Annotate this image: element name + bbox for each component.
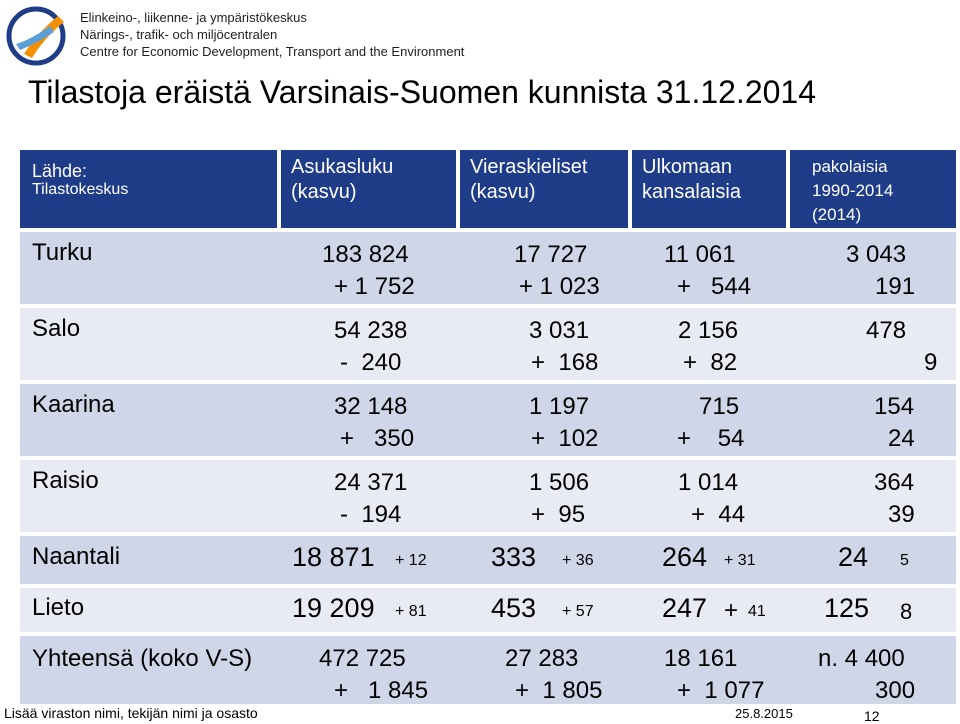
foreign-citizens-growth: + 544 (677, 273, 752, 300)
foreign-language-growth: + 95 (531, 501, 586, 528)
refugees-value: 3 043 (846, 241, 907, 268)
foreign-language-value: 1 506 (529, 469, 590, 496)
refugees-2014-value: 191 (875, 273, 916, 300)
refugees-2014-value: 8 (900, 599, 913, 624)
population-value: 54 238 (334, 317, 408, 344)
footer-author: Lisää viraston nimi, tekijän nimi ja osa… (4, 705, 258, 721)
foreign-citizens-plus: + (724, 597, 739, 624)
foreign-language-value: 333 (491, 542, 537, 572)
population-growth: + 1 845 (334, 677, 429, 704)
foreign-language-growth: + 1 805 (515, 677, 603, 704)
col-foreign-citizens-line2: kansalaisia (642, 181, 741, 203)
row-label-total: Yhteensä (koko V-S) (32, 645, 253, 672)
population-growth: + 12 (395, 552, 427, 569)
col-refugees-line2: 1990-2014 (812, 181, 894, 200)
foreign-citizens-value: 264 (662, 542, 708, 572)
row-band (20, 588, 956, 632)
col-foreign-language-line1: Vieraskieliset (470, 156, 588, 178)
footer-date: 25.8.2015 (735, 706, 793, 721)
org-name-sv: Närings-, trafik- och miljöcentralen (80, 27, 278, 42)
refugees-2014-value: 24 (888, 425, 915, 452)
refugees-value: 364 (874, 469, 915, 496)
population-growth: + 1 752 (334, 273, 415, 300)
foreign-citizens-value: 11 061 (664, 241, 736, 268)
foreign-language-value: 1 197 (529, 393, 590, 420)
page-title: Tilastoja eräistä Varsinais-Suomen kunni… (28, 74, 816, 110)
population-growth: + 350 (340, 425, 415, 452)
refugees-value: 24 (838, 542, 869, 572)
foreign-language-value: 27 283 (505, 645, 579, 672)
refugees-2014-value: 9 (924, 349, 938, 376)
foreign-language-growth: + 36 (562, 552, 594, 569)
refugees-value: 154 (874, 393, 915, 420)
header-cell-foreign-citizens: Ulkomaan kansalaisia (632, 150, 786, 228)
row-label-kaarina: Kaarina (32, 391, 115, 418)
row-band (20, 308, 956, 380)
population-value: 183 824 (322, 241, 409, 268)
ely-logo-icon (6, 6, 66, 66)
foreign-citizens-value: 18 161 (664, 645, 738, 672)
population-growth: - 194 (340, 501, 402, 528)
header-cell-population: Asukasluku (kasvu) (281, 150, 456, 228)
row-band (20, 536, 956, 584)
col-refugees-line1: pakolaisia (812, 157, 888, 176)
foreign-language-growth: + 57 (562, 603, 594, 620)
foreign-citizens-growth: + 54 (677, 425, 745, 452)
header-cell-source: Lähde: Tilastokeskus (20, 150, 277, 228)
row-label-raisio: Raisio (32, 467, 99, 494)
refugees-value: n. 4 400 (818, 645, 905, 672)
foreign-citizens-value: 247 (662, 593, 708, 623)
foreign-language-growth: + 168 (531, 349, 599, 376)
foreign-citizens-growth: + 82 (683, 349, 738, 376)
foreign-citizens-growth: + 44 (691, 501, 746, 528)
population-growth: + 81 (395, 603, 427, 620)
refugees-value: 478 (866, 317, 907, 344)
foreign-citizens-growth: + 1 077 (677, 677, 765, 704)
col-foreign-language-line2: (kasvu) (470, 181, 536, 203)
header-cell-foreign-language: Vieraskieliset (kasvu) (460, 150, 628, 228)
population-value: 19 209 (292, 593, 375, 623)
refugees-value: 125 (824, 593, 870, 623)
row-band (20, 384, 956, 456)
row-label-lieto: Lieto (32, 594, 85, 621)
source-name: Tilastokeskus (32, 181, 129, 198)
refugees-2014-value: 300 (875, 677, 916, 704)
row-band (20, 232, 956, 304)
population-value: 32 148 (334, 393, 408, 420)
foreign-language-value: 453 (491, 593, 537, 623)
refugees-2014-value: 39 (888, 501, 915, 528)
foreign-language-growth: + 1 023 (519, 273, 600, 300)
col-refugees-line3: (2014) (812, 205, 862, 224)
foreign-citizens-growth: + 31 (724, 552, 756, 569)
foreign-language-growth: + 102 (531, 425, 599, 452)
row-label-salo: Salo (32, 315, 81, 342)
source-label: Lähde: (32, 161, 88, 181)
foreign-citizens-growth: 41 (748, 603, 766, 620)
population-value: 472 725 (319, 645, 406, 672)
col-population-line2: (kasvu) (291, 181, 357, 203)
header-cell-refugees: pakolaisia 1990-2014 (2014) (790, 150, 956, 228)
foreign-language-value: 17 727 (514, 241, 588, 268)
row-band (20, 460, 956, 532)
population-value: 24 371 (334, 469, 408, 496)
col-foreign-citizens-line1: Ulkomaan (642, 156, 733, 178)
org-name-en: Centre for Economic Development, Transpo… (80, 44, 465, 59)
col-population-line1: Asukasluku (291, 156, 394, 178)
row-label-naantali: Naantali (32, 543, 121, 570)
row-band (20, 636, 956, 704)
foreign-citizens-value: 2 156 (678, 317, 739, 344)
row-label-turku: Turku (32, 239, 93, 266)
population-growth: - 240 (340, 349, 402, 376)
population-value: 18 871 (292, 542, 375, 572)
page-number: 12 (864, 708, 880, 724)
foreign-citizens-value: 715 (699, 393, 740, 420)
foreign-language-value: 3 031 (529, 317, 590, 344)
org-name-fi: Elinkeino-, liikenne- ja ympäristökeskus (80, 10, 307, 25)
foreign-citizens-value: 1 014 (678, 469, 739, 496)
refugees-2014-value: 5 (900, 552, 909, 569)
